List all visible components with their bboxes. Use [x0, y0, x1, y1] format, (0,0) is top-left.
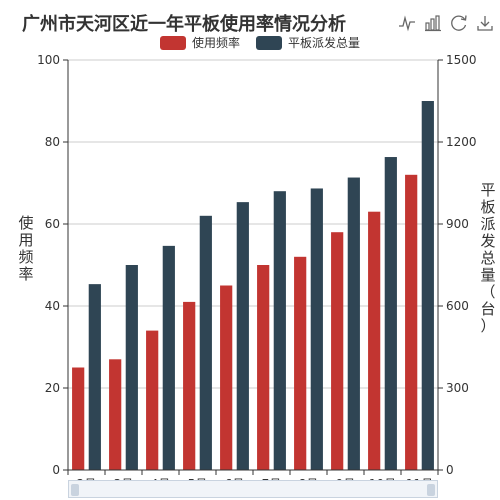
- left-axis-tick-label: 80: [45, 135, 60, 149]
- bar-usage-frequency: [220, 285, 233, 470]
- right-axis-tick-label: 1200: [446, 135, 477, 149]
- right-axis-tick-label: 900: [446, 217, 469, 231]
- bar-tablet-distribution: [199, 215, 212, 470]
- bar-tablet-distribution: [236, 202, 249, 470]
- bar-usage-frequency: [72, 367, 85, 470]
- data-zoom-slider[interactable]: [68, 480, 438, 498]
- legend-label-usage: 使用频率: [192, 36, 241, 50]
- left-axis-tick-label: 20: [45, 381, 60, 395]
- left-axis-tick-label: 60: [45, 217, 60, 231]
- data-zoom-handle-start[interactable]: [71, 484, 79, 496]
- bar-usage-frequency: [294, 256, 307, 470]
- bar-tablet-distribution: [162, 245, 175, 470]
- bar-usage-frequency: [331, 232, 344, 470]
- grid-lines: [68, 59, 438, 471]
- bar-usage-frequency: [368, 211, 381, 470]
- right-axis-label: 平板派发总量（台）: [480, 181, 495, 335]
- legend-label-distribution: 平板派发总量: [288, 36, 361, 50]
- legend-item-usage[interactable]: 使用频率: [160, 34, 240, 51]
- bar-tablet-distribution: [384, 157, 397, 471]
- bar-tablet-distribution: [88, 284, 101, 470]
- axes: [63, 59, 443, 475]
- right-axis-tick-label: 300: [446, 381, 469, 395]
- bar-tablet-distribution: [125, 265, 138, 470]
- bar-usage-frequency: [183, 301, 196, 470]
- left-axis-tick-label: 100: [37, 53, 60, 67]
- line-chart-icon[interactable]: [398, 14, 416, 32]
- bar-tablet-distribution: [347, 177, 360, 471]
- bar-tablet-distribution: [421, 101, 434, 470]
- chart-title: 广州市天河区近一年平板使用率情况分析: [22, 14, 346, 35]
- bar-usage-frequency: [146, 330, 159, 470]
- bar-tablet-distribution: [310, 188, 323, 470]
- right-axis-tick-label: 600: [446, 299, 469, 313]
- axis-labels: 使用频率 平板派发总量（台）: [18, 181, 495, 335]
- legend-swatch-usage: [160, 35, 186, 50]
- right-axis-tick-label: 1500: [446, 53, 477, 67]
- data-zoom-handle-end[interactable]: [427, 484, 435, 496]
- legend-swatch-distribution: [256, 35, 283, 50]
- bar-chart-icon[interactable]: [424, 14, 442, 32]
- bar-usage-frequency: [257, 265, 270, 470]
- restore-icon[interactable]: [450, 14, 468, 32]
- bar-tablet-distribution: [273, 191, 286, 470]
- download-icon[interactable]: [476, 14, 494, 32]
- legend-item-distribution[interactable]: 平板派发总量: [256, 34, 360, 51]
- bar-usage-frequency: [405, 174, 418, 471]
- left-axis-tick-label: 0: [52, 463, 60, 477]
- bar-usage-frequency: [109, 359, 122, 470]
- left-axis-label: 使用频率: [18, 214, 33, 283]
- legend[interactable]: 使用频率 平板派发总量: [160, 34, 360, 51]
- right-axis-tick-label: 0: [446, 463, 454, 477]
- left-axis-tick-label: 40: [45, 299, 60, 313]
- toolbox: [398, 14, 494, 32]
- bars: [72, 101, 434, 471]
